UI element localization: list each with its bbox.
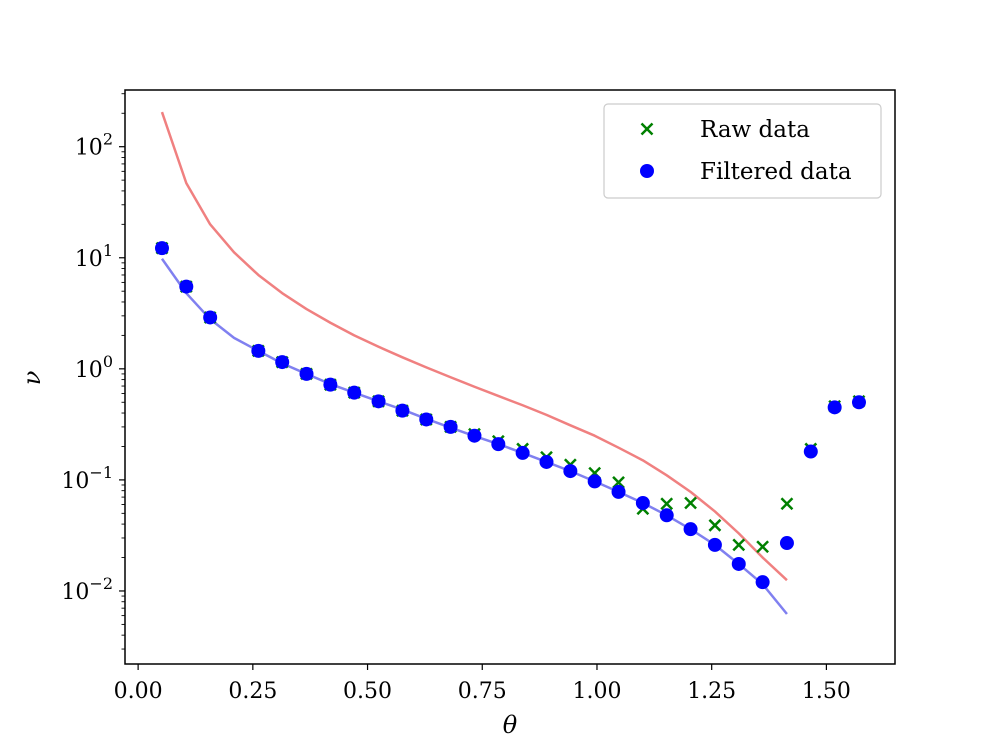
x-tick-label: 0.75 — [458, 679, 507, 704]
filtered-data-point — [683, 522, 698, 537]
raw-data-point-stroke-b — [732, 538, 746, 552]
legend-marker-raw — [640, 122, 654, 136]
filtered-data-point — [371, 394, 386, 409]
filtered-data-point — [563, 464, 578, 479]
y-tick-label: 101 — [75, 241, 113, 272]
filtered-data-point — [419, 412, 434, 427]
filtered-data-point — [491, 437, 506, 452]
legend: Raw data Filtered data — [603, 103, 882, 199]
legend-label-filtered: Filtered data — [700, 159, 852, 185]
plot-area — [154, 111, 866, 615]
raw-data-point-stroke-b — [708, 518, 722, 532]
x-tick-label: 0.50 — [343, 679, 392, 704]
x-tick-label: 1.50 — [802, 679, 851, 704]
legend-circle-marker — [640, 164, 654, 178]
raw-data-point — [732, 538, 746, 552]
filtered-data-point — [827, 400, 842, 415]
raw-data-point — [756, 540, 770, 554]
legend-label-raw: Raw data — [700, 117, 810, 143]
filtered-data-point — [611, 484, 626, 499]
x-tick-label: 0.25 — [228, 679, 277, 704]
x-tick-label: 1.00 — [572, 679, 621, 704]
legend-x-marker — [640, 122, 654, 136]
filtered-data-point — [467, 428, 482, 443]
filtered-data-point — [395, 403, 410, 418]
filtered-data-point — [347, 385, 362, 400]
x-axis: 0.00 0.25 0.50 0.75 1.00 1.25 1.50 — [114, 664, 851, 704]
filtered-data-point — [275, 355, 290, 370]
x-tick-label: 1.25 — [687, 679, 736, 704]
legend-marker-filtered — [640, 164, 654, 178]
raw-data-point — [780, 497, 794, 511]
x-axis-label: θ — [503, 711, 518, 739]
filtered-data-point — [731, 556, 746, 571]
filtered-data-point — [251, 343, 266, 358]
filtered-data-point — [203, 310, 218, 325]
legend-box — [603, 103, 882, 199]
filtered-data-point — [443, 419, 458, 434]
raw-data-point-stroke-b — [756, 540, 770, 554]
raw-data-point-stroke-b — [660, 497, 674, 511]
y-axis: 10−2 10−1 100 101 102 — [61, 93, 125, 650]
y-tick-label: 102 — [75, 130, 113, 161]
raw-data-point — [660, 497, 674, 511]
filtered-data-point — [587, 474, 602, 489]
filtered-data-point — [755, 575, 770, 590]
filtered-data-point — [323, 377, 338, 392]
filtered-data-point — [707, 537, 722, 552]
filtered-data-point — [779, 536, 794, 551]
series-line-3 — [160, 111, 788, 582]
raw-data-point-stroke-b — [684, 496, 697, 510]
y-tick-label: 10−2 — [61, 574, 113, 605]
filtered-data-point — [803, 444, 818, 459]
filtered-data-point — [299, 366, 314, 381]
filtered-data-point — [179, 279, 194, 294]
raw-data-point-stroke-b — [780, 497, 794, 511]
y-tick-label: 10−1 — [61, 463, 113, 494]
filtered-data-point — [154, 241, 169, 256]
raw-data-point — [708, 518, 722, 532]
filtered-data-point — [851, 395, 866, 410]
filtered-data-point — [659, 508, 674, 523]
y-axis-label: ν — [18, 371, 46, 386]
filtered-data-point — [515, 445, 530, 460]
raw-data-point — [684, 496, 697, 510]
legend-x-marker-stroke-b — [640, 122, 654, 136]
filtered-data-point — [539, 454, 554, 469]
axes-frame — [124, 89, 896, 665]
y-tick-label: 100 — [75, 352, 113, 383]
filtered-data-point — [635, 495, 650, 510]
x-tick-label: 0.00 — [114, 679, 163, 704]
